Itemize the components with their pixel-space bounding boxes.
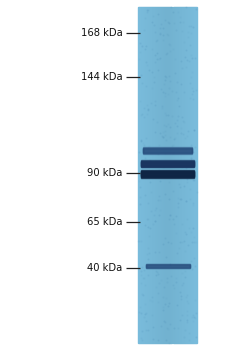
Bar	[158, 7, 159, 343]
Bar	[163, 7, 164, 343]
Bar	[179, 7, 180, 343]
Bar	[143, 148, 192, 153]
Bar	[196, 7, 197, 343]
Text: 168 kDa: 168 kDa	[81, 28, 123, 38]
Bar	[175, 7, 176, 343]
Bar	[140, 7, 141, 343]
Bar	[146, 7, 147, 343]
Bar	[141, 171, 194, 177]
Bar	[143, 148, 192, 153]
Bar	[141, 7, 142, 343]
Bar	[141, 162, 194, 166]
Bar	[141, 170, 194, 178]
Bar	[144, 7, 145, 343]
Bar	[146, 264, 189, 268]
Bar	[168, 7, 169, 343]
Bar	[167, 7, 168, 343]
Bar	[142, 7, 143, 343]
Bar	[174, 7, 175, 343]
Bar	[147, 7, 148, 343]
Bar	[195, 7, 196, 343]
Bar	[185, 7, 186, 343]
Bar	[182, 7, 183, 343]
Bar	[150, 7, 151, 343]
Bar	[157, 7, 158, 343]
Bar	[141, 162, 194, 166]
Bar	[141, 172, 194, 176]
Bar	[159, 7, 160, 343]
Bar	[152, 7, 153, 343]
Bar	[180, 7, 181, 343]
Bar	[146, 265, 189, 267]
Bar	[161, 7, 162, 343]
Bar	[165, 7, 166, 343]
Bar	[178, 7, 179, 343]
Bar	[146, 265, 189, 267]
Bar	[155, 7, 156, 343]
Bar	[171, 7, 172, 343]
Bar	[143, 147, 192, 154]
Bar	[160, 7, 161, 343]
Bar	[190, 7, 191, 343]
Bar	[191, 7, 192, 343]
Bar	[154, 7, 155, 343]
Bar	[141, 161, 194, 167]
Bar	[146, 264, 189, 268]
Bar	[148, 7, 149, 343]
Bar	[177, 7, 178, 343]
Text: 90 kDa: 90 kDa	[87, 168, 123, 178]
Bar	[138, 7, 139, 343]
Bar	[146, 265, 189, 267]
Bar	[145, 7, 146, 343]
Bar	[188, 7, 189, 343]
Bar	[143, 149, 192, 152]
Bar	[141, 170, 194, 177]
Bar	[194, 7, 195, 343]
Bar	[156, 7, 157, 343]
Bar	[186, 7, 187, 343]
Bar	[169, 7, 170, 343]
Bar	[141, 162, 194, 165]
Bar	[176, 7, 177, 343]
Bar	[184, 7, 185, 343]
Bar	[141, 173, 194, 175]
Bar	[164, 7, 165, 343]
Bar	[153, 7, 154, 343]
Bar	[170, 7, 171, 343]
Bar	[143, 148, 192, 153]
Bar	[183, 7, 184, 343]
Bar	[139, 7, 140, 343]
Bar	[146, 264, 189, 268]
Bar	[181, 7, 182, 343]
Bar	[143, 149, 192, 152]
Bar	[141, 172, 194, 176]
Text: 144 kDa: 144 kDa	[81, 72, 123, 82]
Bar	[172, 7, 173, 343]
Text: 65 kDa: 65 kDa	[87, 217, 123, 227]
Bar	[151, 7, 152, 343]
Bar	[141, 161, 194, 167]
Bar	[166, 7, 167, 343]
Bar	[189, 7, 190, 343]
Bar	[143, 7, 144, 343]
Bar	[141, 160, 194, 167]
Bar	[173, 7, 174, 343]
Bar	[149, 7, 150, 343]
Bar	[187, 7, 188, 343]
Bar	[192, 7, 193, 343]
Bar	[162, 7, 163, 343]
Text: 40 kDa: 40 kDa	[87, 263, 123, 273]
